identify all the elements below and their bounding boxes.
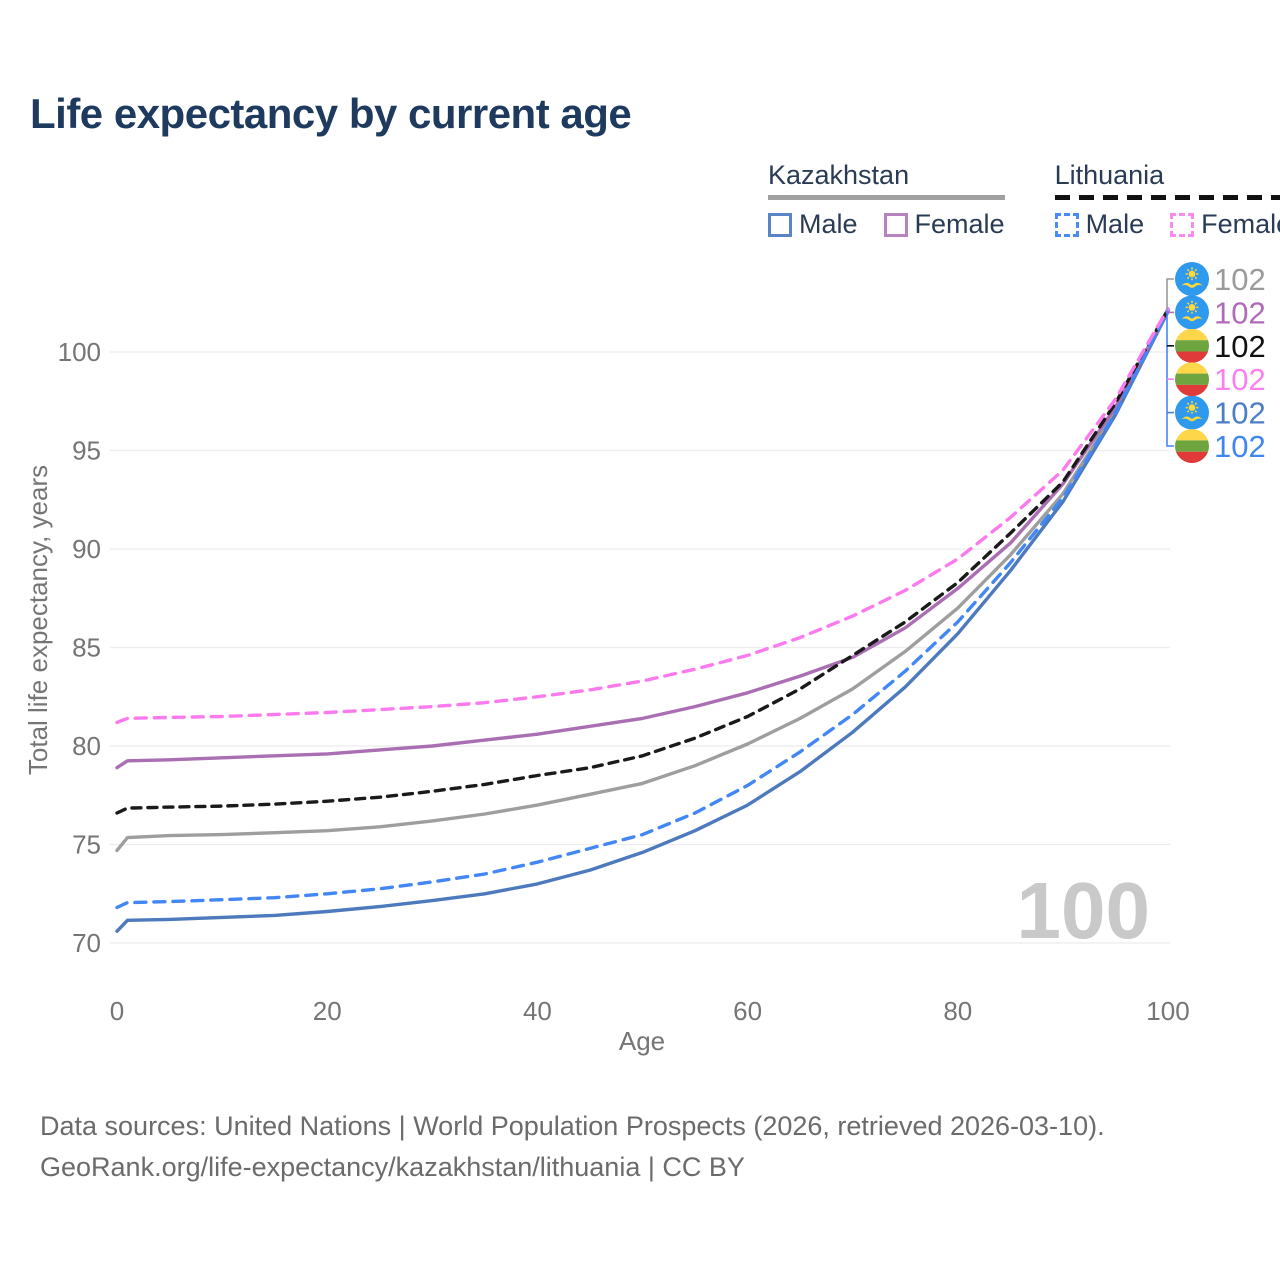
x-tick-label-80: 80	[943, 996, 972, 1026]
series-line-kazakhstan-male[interactable]	[115, 309, 1170, 933]
kazakhstan-female-swatch-icon	[883, 212, 908, 237]
legend: Kazakhstan Male Female Lithuania Male	[768, 160, 1280, 240]
end-label-value: 102	[1214, 362, 1266, 397]
end-label-value: 102	[1214, 396, 1266, 431]
y-tick-label-100: 100	[58, 337, 101, 367]
legend-label-kazakhstan-female: Female	[914, 209, 1005, 239]
y-tick-label-90: 90	[72, 534, 101, 564]
end-label-kazakhstan-male[interactable]: 102	[1175, 395, 1266, 431]
leader-line-bottom	[1166, 310, 1174, 447]
legend-country-lithuania[interactable]: Lithuania	[1054, 160, 1165, 190]
y-tick-label-70: 70	[72, 928, 101, 958]
georank-url-line: GeoRank.org/life-expectancy/kazakhstan/l…	[40, 1152, 745, 1182]
page-title: Life expectancy by current age	[30, 90, 632, 137]
legend-group-lithuania: Lithuania Male Female	[1054, 160, 1280, 240]
end-label-value: 102	[1214, 262, 1266, 297]
end-label-value: 102	[1214, 295, 1266, 330]
flag-lithuania-icon	[1175, 362, 1209, 396]
flag-kazakhstan-icon	[1175, 262, 1209, 296]
legend-item-kazakhstan-female[interactable]: Female	[883, 209, 1005, 240]
series-line-kazakhstan-both[interactable]	[115, 308, 1170, 853]
flag-kazakhstan-icon	[1175, 395, 1209, 430]
flag-kazakhstan-icon	[1175, 295, 1209, 330]
axis-labels: Total life expectancy, years Age	[23, 465, 665, 1056]
x-axis-title: Age	[619, 1026, 665, 1056]
x-tick-label-60: 60	[733, 996, 762, 1026]
legend-country-kazakhstan[interactable]: Kazakhstan	[768, 160, 910, 190]
series-lines	[115, 307, 1170, 933]
lithuania-dashed-line-swatch	[1054, 195, 1280, 200]
x-tick-label-100: 100	[1146, 996, 1189, 1026]
legend-label-kazakhstan-male: Male	[799, 209, 858, 239]
gridlines: 70 75 80 85 90 95 100 0 20 40 60 80 100	[58, 337, 1190, 1026]
legend-item-kazakhstan-male[interactable]: Male	[768, 209, 858, 240]
y-axis-title: Total life expectancy, years	[23, 465, 53, 775]
line-chart: 70 75 80 85 90 95 100 0 20 40 60 80 100 100 Total li…	[23, 262, 1266, 1056]
legend-label-lithuania-male: Male	[1085, 209, 1145, 239]
end-label-value: 102	[1214, 329, 1266, 364]
kazakhstan-male-swatch-icon	[768, 212, 792, 237]
attribution-footer: Data sources: United Nations | World Pop…	[40, 1106, 1105, 1188]
end-label-lithuania-female[interactable]: 102	[1175, 362, 1266, 397]
series-line-kazakhstan-female[interactable]	[115, 308, 1170, 770]
legend-label-lithuania-female: Female	[1201, 209, 1280, 239]
legend-group-kazakhstan: Kazakhstan Male Female	[768, 160, 1005, 240]
end-label-kazakhstan-both[interactable]: 102	[1175, 262, 1266, 297]
series-line-lithuania-male[interactable]	[115, 308, 1170, 910]
end-label-lithuania-male[interactable]: 102	[1175, 429, 1266, 464]
flag-lithuania-icon	[1175, 429, 1209, 463]
x-tick-label-0: 0	[110, 996, 124, 1026]
end-label-kazakhstan-female[interactable]: 102	[1175, 295, 1266, 330]
y-tick-label-95: 95	[72, 436, 101, 466]
end-label-lithuania-both[interactable]: 102	[1175, 329, 1266, 364]
flag-lithuania-icon	[1175, 329, 1209, 363]
lithuania-male-swatch-icon	[1054, 212, 1079, 237]
series-line-lithuania-both[interactable]	[115, 307, 1170, 815]
end-label-value: 102	[1214, 429, 1266, 464]
legend-item-lithuania-female[interactable]: Female	[1170, 209, 1280, 240]
kazakhstan-solid-line-swatch	[768, 195, 1005, 200]
age-watermark: 100	[1017, 866, 1150, 955]
y-tick-label-80: 80	[72, 731, 101, 761]
data-sources-line: Data sources: United Nations | World Pop…	[40, 1111, 1105, 1141]
y-tick-label-75: 75	[72, 830, 101, 860]
series-line-lithuania-female[interactable]	[115, 307, 1170, 725]
leader-line-top	[1166, 278, 1174, 311]
y-tick-label-85: 85	[72, 633, 101, 663]
lithuania-female-swatch-icon	[1170, 212, 1195, 237]
legend-item-lithuania-male[interactable]: Male	[1054, 209, 1145, 240]
x-tick-label-20: 20	[313, 996, 342, 1026]
x-tick-label-40: 40	[523, 996, 552, 1026]
